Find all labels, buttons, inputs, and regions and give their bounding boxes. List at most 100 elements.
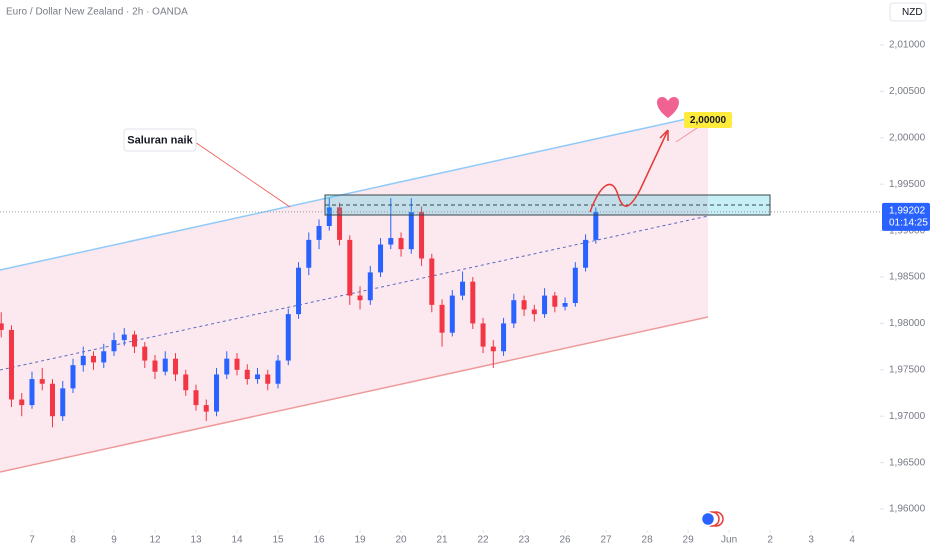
candle-body xyxy=(408,212,414,250)
x-tick-label: 2 xyxy=(767,535,773,546)
candle-body xyxy=(203,405,209,412)
candle-body xyxy=(39,379,45,384)
candle-body xyxy=(347,239,353,296)
x-tick-label: 14 xyxy=(231,535,243,546)
candle-body xyxy=(501,323,507,352)
candle-body xyxy=(296,267,302,315)
candle-body xyxy=(0,323,4,330)
y-tick-label: 2,01000 xyxy=(889,40,926,51)
candle-body xyxy=(285,314,291,361)
candle-body xyxy=(367,272,373,301)
candle-body xyxy=(214,374,220,412)
x-tick-label: 4 xyxy=(849,535,855,546)
candles xyxy=(0,198,599,428)
candle-body xyxy=(142,346,148,361)
candle-body xyxy=(101,351,107,363)
arrow-head xyxy=(659,129,669,141)
toolbar-icons xyxy=(700,511,724,527)
target-leader xyxy=(675,125,701,143)
overlay: 2,00000 Saluran naik xyxy=(123,97,771,216)
y-tick-label: 2,00000 xyxy=(889,132,926,143)
x-tick-label: 13 xyxy=(190,535,202,546)
x-tick-label: 28 xyxy=(642,535,654,546)
candle-body xyxy=(388,238,394,245)
candle-body xyxy=(521,300,527,310)
channel-fill xyxy=(0,116,708,472)
candle-body xyxy=(480,323,486,347)
x-tick-label: 27 xyxy=(601,535,613,546)
candle-body xyxy=(132,334,138,347)
candle-body xyxy=(439,304,445,333)
candle-body xyxy=(398,238,404,250)
candle-body xyxy=(429,258,435,305)
candle-body xyxy=(552,295,558,307)
annotation-text: Saluran naik xyxy=(127,134,193,146)
target-label-bg xyxy=(684,112,732,128)
y-tick-label: 1,97000 xyxy=(889,411,926,422)
countdown: 01:14:25 xyxy=(889,218,928,229)
candle-body xyxy=(8,329,14,400)
last-price-label: 1,99202 xyxy=(889,206,926,217)
candle-body xyxy=(111,340,117,352)
x-tick-label: 19 xyxy=(354,535,366,546)
x-tick-label: 20 xyxy=(395,535,407,546)
candle-body xyxy=(80,355,86,366)
channel-mid xyxy=(0,215,709,371)
last-price-bg xyxy=(882,202,930,231)
candle-body xyxy=(562,303,568,307)
candle-body xyxy=(326,207,332,226)
candle-body xyxy=(593,212,599,240)
candle-body xyxy=(255,374,261,380)
candle-body xyxy=(244,369,250,380)
x-tick-label: 26 xyxy=(560,535,572,546)
x-tick-label: 29 xyxy=(683,535,695,546)
candle-body xyxy=(152,360,158,372)
candle-body xyxy=(572,267,578,304)
x-tick-label: 21 xyxy=(436,535,448,546)
x-tick-label: 22 xyxy=(477,535,489,546)
candle-body xyxy=(224,358,230,375)
channel-lower xyxy=(0,316,709,473)
candle-body xyxy=(19,399,25,406)
x-tick-label: 3 xyxy=(808,535,814,546)
currency-box xyxy=(889,2,927,22)
x-tick-label: 15 xyxy=(272,535,284,546)
candle-body xyxy=(121,334,127,341)
candle-body xyxy=(378,244,384,273)
x-tick-label: 7 xyxy=(29,535,35,546)
icon xyxy=(700,511,716,527)
annotation-leader xyxy=(191,139,291,208)
candle-body xyxy=(29,379,35,406)
chart-title: Euro / Dollar New Zealand · 2h · OANDA xyxy=(6,7,188,18)
candle-body xyxy=(234,358,240,370)
candle-body xyxy=(337,207,343,240)
annotation-box xyxy=(123,128,197,152)
currency: NZD xyxy=(902,7,923,18)
candle-body xyxy=(90,355,96,363)
projection-arrow xyxy=(589,129,669,213)
y-tick-label: 1,98000 xyxy=(889,318,926,329)
candle-body xyxy=(460,281,466,296)
candle-body xyxy=(265,374,271,384)
x-tick-label: Jun xyxy=(721,535,737,546)
candle-body xyxy=(49,383,55,417)
candle-body xyxy=(173,358,179,375)
candle-body xyxy=(511,300,517,324)
candle-body xyxy=(542,295,548,315)
y-tick-label: 1,96500 xyxy=(889,457,926,468)
candle-body xyxy=(306,239,312,268)
candle-body xyxy=(60,388,66,417)
candle-body xyxy=(183,374,189,391)
candle-body xyxy=(70,365,76,389)
x-tick-label: 9 xyxy=(111,535,117,546)
candle-body xyxy=(449,295,455,333)
candle-body xyxy=(275,360,281,384)
candle-body xyxy=(490,346,496,352)
x-tick-label: 16 xyxy=(313,535,325,546)
candle-body xyxy=(316,225,322,240)
y-tick-label: 1,99500 xyxy=(889,179,926,190)
candle-body xyxy=(357,295,363,301)
x-tick-label: 8 xyxy=(70,535,76,546)
